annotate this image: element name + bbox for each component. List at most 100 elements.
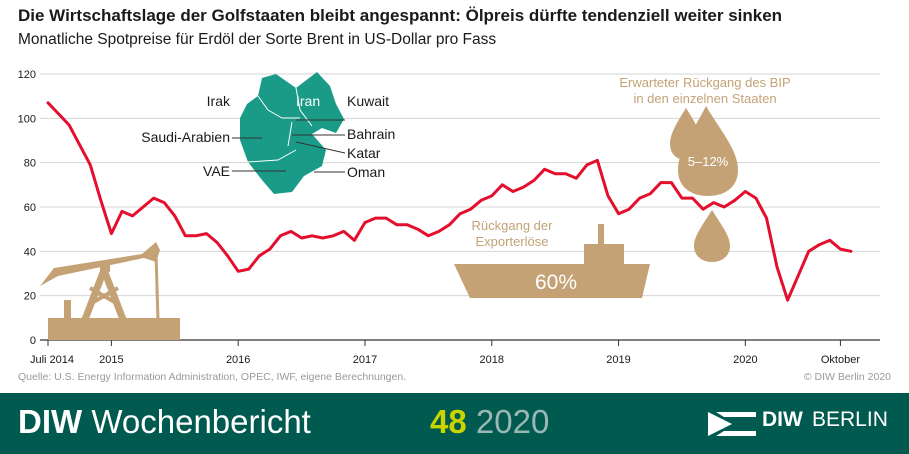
source-note: Quelle: U.S. Energy Information Administ…: [18, 371, 406, 383]
gulf-map-illustration: Irak Iran Kuwait Saudi-Arabien Bahrain K…: [141, 72, 395, 194]
y-tick-label: 60: [24, 202, 36, 214]
data-point: [532, 179, 536, 182]
issue-number: 48: [430, 403, 467, 440]
data-point: [279, 234, 282, 237]
data-point: [363, 221, 367, 224]
data-point: [310, 234, 314, 237]
data-point: [289, 230, 293, 233]
data-point: [511, 190, 515, 193]
y-tick-label: 0: [30, 335, 36, 347]
data-point: [617, 212, 620, 215]
copyright-note: © DIW Berlin 2020: [804, 371, 891, 383]
x-tick-label: 2016: [226, 354, 250, 366]
data-point: [501, 183, 504, 186]
data-point: [458, 212, 462, 215]
export-decline-label-1: Rückgang der: [472, 218, 554, 233]
data-point: [89, 163, 92, 167]
x-tick-label: 2020: [733, 354, 757, 366]
data-point: [680, 196, 684, 200]
data-point: [184, 234, 187, 237]
data-point: [427, 234, 430, 237]
data-point: [194, 234, 198, 237]
data-point: [786, 298, 789, 302]
data-point: [659, 181, 662, 184]
oil-pump-jack-icon: [40, 242, 180, 340]
data-point: [575, 177, 578, 180]
logo-berlin-text: BERLIN: [812, 408, 888, 431]
y-tick-label: 40: [24, 246, 36, 258]
data-point: [215, 241, 219, 244]
data-point: [99, 199, 103, 202]
map-label-oman: Oman: [347, 164, 385, 180]
map-label-kuwait: Kuwait: [347, 93, 389, 109]
data-point: [237, 270, 240, 273]
data-point: [67, 123, 71, 127]
footer-bar: DIW Wochenbericht 48 2020 DIW BERLIN: [0, 393, 909, 454]
data-point: [416, 228, 419, 231]
data-point: [152, 196, 155, 200]
data-point: [723, 205, 726, 209]
data-point: [828, 239, 832, 242]
chart-title: Die Wirtschaftslage der Golfstaaten blei…: [18, 6, 783, 25]
logo-diw-text: DIW: [762, 408, 803, 431]
y-tick-label: 120: [18, 69, 36, 81]
oil-drops-icon: 5–12%: [670, 106, 738, 262]
data-point: [131, 214, 134, 218]
data-point: [765, 216, 768, 220]
map-label-saudi-arabien: Saudi-Arabien: [141, 129, 230, 145]
data-point: [342, 230, 345, 233]
data-point: [321, 236, 324, 240]
data-point: [247, 267, 250, 271]
data-point: [712, 201, 715, 204]
chart: 0 20 40 60 80 100 120 Juli 2014 2015 2016 2017 201…: [18, 69, 892, 383]
data-point: [691, 196, 694, 200]
data-point: [437, 230, 441, 233]
data-point: [332, 234, 335, 237]
x-tick-label: 2019: [606, 354, 630, 366]
export-decline-label-2: Exporterlöse: [476, 234, 549, 249]
data-point: [205, 232, 208, 235]
data-point: [173, 214, 176, 218]
y-tick-label: 80: [24, 158, 36, 170]
data-point: [258, 254, 261, 257]
bip-decline-label-2: in den einzelnen Staaten: [633, 91, 776, 106]
data-point: [57, 112, 60, 116]
map-label-vae: VAE: [203, 163, 230, 179]
data-point: [353, 239, 356, 242]
data-point: [733, 199, 736, 202]
data-point: [839, 247, 842, 251]
x-tick-label: 2015: [99, 354, 123, 366]
data-point: [596, 159, 599, 162]
x-tick-label: Juli 2014: [30, 354, 74, 366]
brand-wochenbericht: Wochenbericht: [91, 403, 311, 440]
data-point: [141, 205, 145, 209]
issue-year: 2020: [475, 403, 550, 440]
data-point: [849, 250, 853, 253]
brand-diw: DIW: [18, 403, 83, 440]
export-decline-value: 60%: [535, 271, 577, 294]
data-point: [120, 210, 124, 213]
data-point: [606, 194, 610, 198]
bip-decline-value: 5–12%: [688, 154, 729, 169]
data-point: [384, 216, 388, 220]
data-point: [395, 223, 398, 226]
data-point: [490, 194, 493, 198]
chart-subtitle: Monatliche Spotpreise für Erdöl der Sort…: [18, 31, 497, 48]
data-point: [627, 208, 631, 211]
y-tick-label: 20: [24, 291, 36, 303]
data-point: [268, 247, 272, 251]
data-point: [110, 232, 113, 235]
data-point: [78, 143, 81, 147]
data-point: [480, 199, 483, 202]
x-tick-label: 2018: [480, 354, 504, 366]
data-point: [469, 208, 472, 211]
issue-info: 48 2020: [430, 403, 549, 441]
data-point: [300, 236, 303, 240]
y-tick-label: 100: [18, 113, 36, 125]
data-point: [649, 192, 652, 195]
data-point: [670, 181, 673, 184]
map-label-bahrain: Bahrain: [347, 126, 395, 142]
x-tick-label: Oktober: [821, 354, 860, 366]
data-point: [226, 254, 229, 257]
data-point: [554, 172, 557, 175]
